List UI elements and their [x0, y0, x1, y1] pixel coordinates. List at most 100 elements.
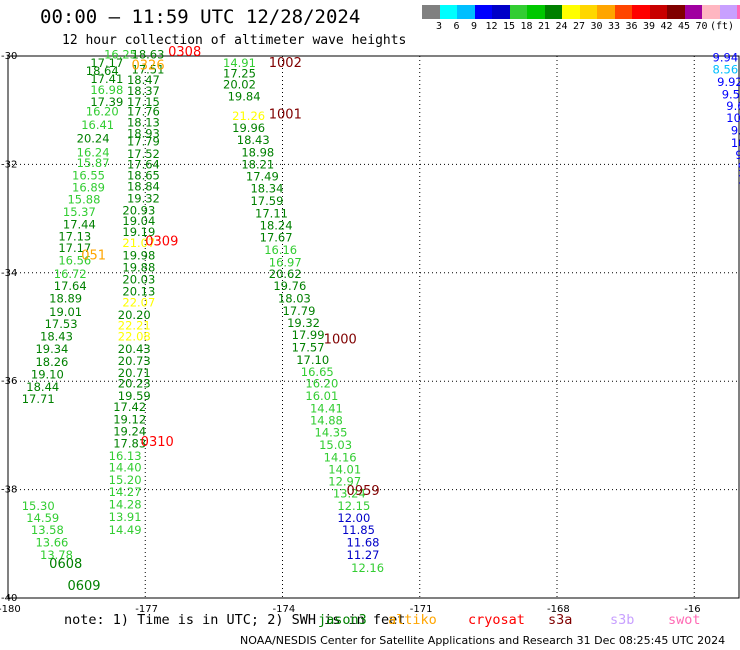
legend-swatch: [457, 5, 475, 19]
wave-height-value: 20.20: [118, 308, 151, 322]
wave-height-value: 18.84: [127, 179, 160, 193]
map-grid: [7, 55, 740, 599]
wave-height-value: 16.98: [90, 83, 123, 97]
legend-swatch: [737, 5, 740, 19]
wave-height-value: 11.85: [342, 523, 375, 537]
wave-height-value: 19.12: [113, 412, 146, 426]
wave-height-value: 17.41: [90, 72, 123, 86]
wave-height-value: 17.83: [113, 436, 146, 450]
lon-tick-label: -16: [684, 604, 700, 615]
axis-ticks: -30 -32 -34 -36 -38 -40-180 -177 -174 -171 -168 -1…: [0, 51, 701, 615]
lat-tick-label: -34: [1, 268, 17, 279]
wave-height-value: 18.43: [237, 133, 270, 147]
wave-height-value: 17.99: [292, 328, 325, 342]
credit-line: NOAA/NESDIS Center for Satellite Applica…: [240, 634, 726, 647]
footer-note: note: 1) Time is in UTC; 2) SWH is in fe…: [64, 612, 406, 628]
wave-height-value: 22.21: [118, 319, 151, 333]
track-time-label: 051: [81, 248, 106, 263]
wave-height-value: 16.24: [77, 145, 110, 159]
wave-height-value: 18.47: [127, 73, 160, 87]
wave-height-value: 17.11: [255, 207, 288, 221]
wave-height-value: 18.44: [26, 380, 59, 394]
wave-height-value: 18.34: [250, 182, 283, 196]
wave-height-value: 17.10: [296, 353, 329, 367]
wave-height-value: 13.66: [35, 536, 68, 550]
wave-height-value: 22.07: [122, 295, 155, 309]
wave-height-value: 19.59: [118, 389, 151, 403]
wave-height-value: 17.79: [127, 134, 160, 148]
wave-height-value: 9.92: [717, 75, 740, 89]
wave-height-value: 17.13: [58, 229, 91, 243]
wave-height-value: 17.17: [90, 56, 123, 70]
wave-height-value: 14.28: [109, 498, 142, 512]
wave-height-value: 8.56: [713, 62, 739, 76]
lon-tick-label: -171: [410, 604, 433, 615]
wave-height-value: 11.68: [347, 536, 380, 550]
wave-height-value: 14.40: [109, 461, 142, 475]
legend-label: 36: [625, 21, 638, 32]
legend-swatch: [702, 5, 720, 19]
legend-label: 3: [435, 21, 443, 32]
wave-height-value: 19.19: [122, 225, 155, 239]
wave-height-value: 16.56: [58, 254, 91, 268]
track-time-label: 1001: [269, 107, 302, 122]
wave-height-value: 17.25: [223, 67, 256, 81]
legend-swatch: [667, 5, 685, 19]
wave-height-value: 18.03: [278, 292, 311, 306]
wave-height-value: 12.16: [351, 561, 384, 575]
wave-height-value: 18.65: [127, 169, 160, 183]
wave-height-value: 16.55: [72, 169, 105, 183]
track-time-label: 0308: [168, 45, 201, 60]
wave-height-value: 14.49: [109, 523, 142, 537]
wave-height-value: 20.13: [122, 285, 155, 299]
wave-height-value: 16.20: [305, 377, 338, 391]
wave-height-value: 18.64: [86, 64, 119, 78]
wave-height-value: 17.59: [250, 194, 283, 208]
wave-height-value: 19.04: [122, 214, 155, 228]
legend-label: 70: [695, 21, 708, 32]
wave-height-value: 18.26: [35, 355, 68, 369]
legend-swatch: [474, 5, 492, 19]
wave-height-value: 16.89: [72, 181, 105, 195]
wave-height-value: 16.25: [104, 48, 137, 62]
wave-height-value: 14.91: [223, 56, 256, 70]
legend-label: 9: [470, 21, 478, 32]
lon-tick-label: -174: [273, 604, 296, 615]
wave-height-value: 10.: [731, 136, 740, 150]
wave-height-value: 15.87: [77, 156, 110, 170]
wave-height-value: 14.41: [310, 402, 343, 416]
wave-height-value: 17.44: [63, 217, 96, 231]
track-time-label: 0609: [67, 579, 100, 594]
wave-height-value: 18.24: [260, 218, 293, 232]
wave-height-value: 18.43: [40, 330, 73, 344]
wave-height-value: 14.27: [109, 485, 142, 499]
legend-label: 33: [607, 21, 621, 32]
wave-height-value: 16.16: [264, 243, 297, 257]
map-frame: [7, 55, 740, 599]
satellite-legend-s3b: s3b: [610, 612, 635, 628]
wave-height-value: 15.20: [109, 473, 142, 487]
wave-height-value: 14.01: [328, 462, 361, 476]
legend-swatch: [579, 5, 597, 19]
track-time-label: 1002: [269, 56, 302, 71]
wave-height-value: 19.10: [31, 367, 64, 381]
lon-tick-label: -168: [547, 604, 570, 615]
legend-label: 12: [485, 21, 498, 32]
wave-height-value: 9.69: [726, 99, 740, 113]
wave-height-value: 19.84: [228, 89, 261, 103]
wave-height-value: 16.72: [54, 267, 87, 281]
wave-height-value: 10: [738, 172, 740, 186]
wave-height-value: 19.98: [122, 248, 155, 262]
color-scale-legend: [422, 5, 740, 19]
wave-height-value: 10.5: [726, 111, 740, 125]
lon-tick-label: -180: [0, 604, 21, 615]
wave-height-value: 17.79: [283, 304, 316, 318]
wave-height-value: 16.13: [109, 449, 142, 463]
legend-label: 30: [590, 21, 603, 32]
wave-height-value: 18.63: [132, 48, 165, 62]
wave-height-value: 17.76: [127, 105, 160, 119]
wave-height-value: 14.88: [310, 414, 343, 428]
wave-height-value: 13.91: [109, 510, 142, 524]
lat-tick-label: -40: [1, 593, 17, 604]
